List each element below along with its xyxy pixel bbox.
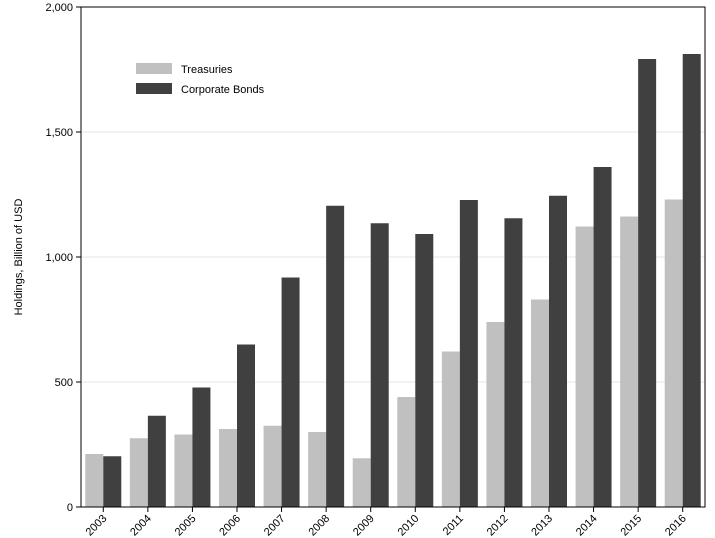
y-tick-label: 500: [55, 377, 73, 389]
bar-treasuries: [664, 199, 683, 507]
bar-treasuries: [263, 425, 282, 507]
y-axis-label: Holdings, Billion of USD: [13, 199, 25, 316]
bar-treasuries: [575, 226, 594, 507]
bar-treasuries: [486, 322, 505, 507]
y-tick-label: 1,500: [45, 127, 73, 139]
bar-corporate-bonds: [549, 195, 567, 507]
bar-treasuries: [219, 429, 237, 507]
bar-treasuries: [531, 299, 549, 507]
bar-corporate-bonds: [281, 277, 300, 507]
bar-corporate-bonds: [326, 205, 345, 507]
legend-label-corporate-bonds: Corporate Bonds: [181, 84, 265, 96]
bar-corporate-bonds: [192, 387, 211, 507]
y-axis: 0 500 1,000 1,500 2,000: [45, 2, 81, 514]
bar-treasuries: [308, 432, 327, 507]
bar-treasuries: [397, 397, 416, 507]
bar-corporate-bonds: [237, 344, 255, 507]
bar-treasuries: [129, 438, 148, 507]
bar-treasuries: [174, 434, 193, 507]
bar-corporate-bonds: [147, 415, 166, 507]
bar-corporate-bonds: [638, 59, 657, 507]
bar-corporate-bonds: [103, 456, 122, 507]
legend-swatch-treasuries: [136, 63, 172, 74]
bar-corporate-bonds: [459, 200, 478, 507]
y-tick-label: 2,000: [45, 2, 73, 14]
bar-corporate-bonds: [593, 167, 612, 507]
bars: [85, 54, 701, 507]
y-tick-label: 1,000: [45, 252, 73, 264]
bar-corporate-bonds: [415, 234, 434, 507]
bar-treasuries: [441, 351, 460, 507]
bar-treasuries: [352, 458, 371, 507]
legend-label-treasuries: Treasuries: [181, 64, 233, 76]
plot-frame: [80, 6, 706, 508]
bar-treasuries: [85, 454, 104, 507]
y-tick-label: 0: [67, 502, 73, 514]
legend: Treasuries Corporate Bonds: [136, 63, 265, 96]
bar-treasuries: [620, 216, 639, 507]
bar-corporate-bonds: [682, 54, 701, 507]
bar-corporate-bonds: [370, 223, 389, 507]
legend-swatch-corporate-bonds: [136, 83, 172, 94]
bar-corporate-bonds: [504, 218, 523, 507]
